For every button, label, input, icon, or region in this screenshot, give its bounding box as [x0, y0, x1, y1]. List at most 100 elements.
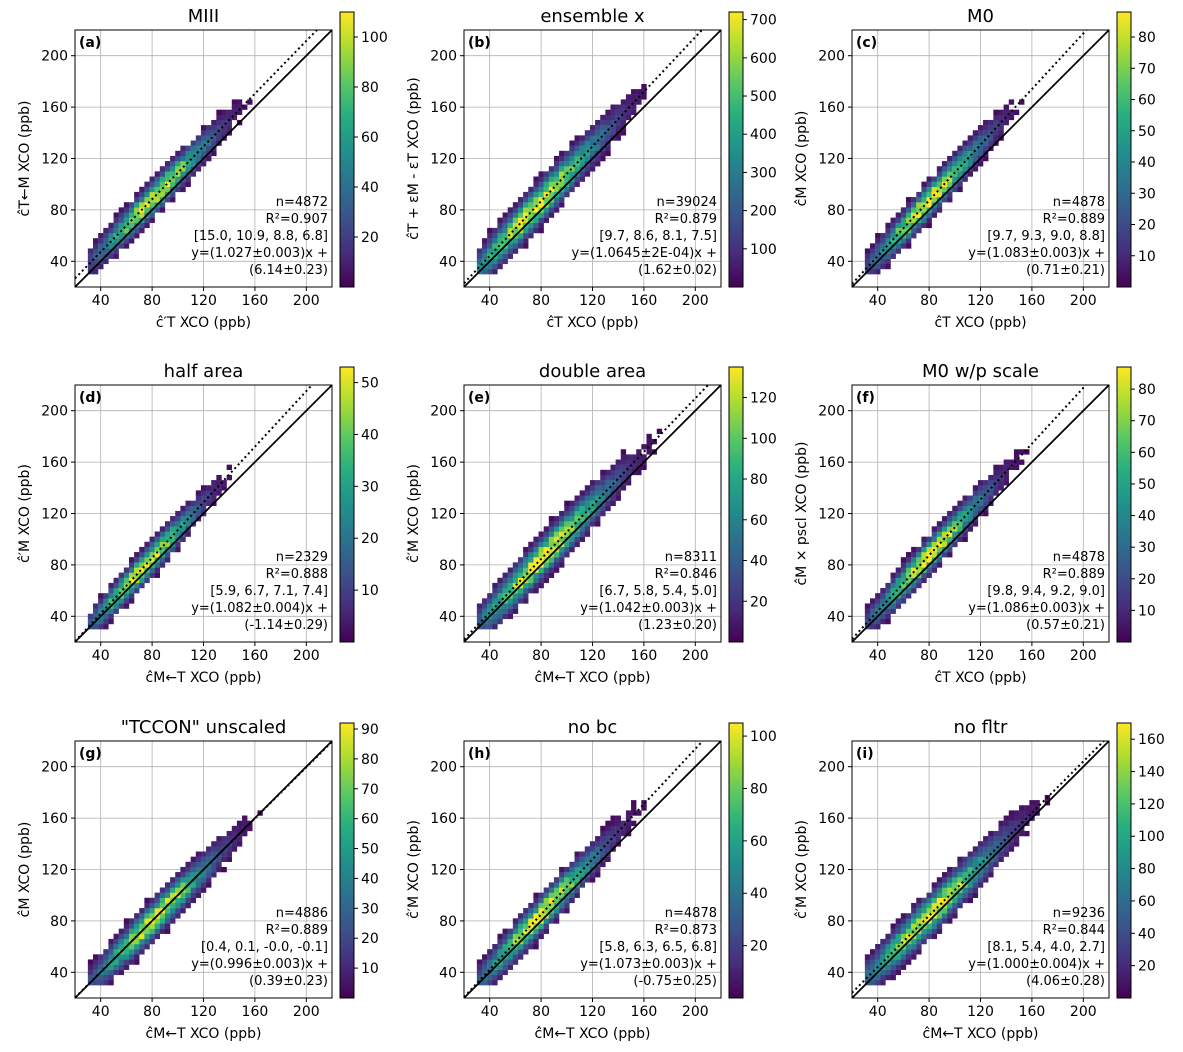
heatmap-cell — [144, 572, 150, 578]
heatmap-cell — [92, 258, 99, 265]
heatmap-cell — [569, 140, 575, 146]
colorbar — [1116, 366, 1132, 643]
heatmap-cell — [615, 469, 621, 476]
heatmap-cell — [620, 464, 627, 471]
heatmap-cell — [905, 238, 912, 244]
heatmap-cell — [108, 608, 114, 614]
heatmap-cell — [98, 598, 104, 604]
heatmap-cell — [926, 892, 932, 898]
heatmap-cell — [615, 820, 621, 827]
heatmap-cell — [584, 846, 591, 852]
heatmap-cell — [905, 552, 912, 558]
heatmap-cell — [139, 949, 145, 955]
heatmap-cell — [481, 608, 488, 614]
y-tick-label: 80 — [439, 558, 457, 574]
heatmap-cell — [200, 150, 207, 157]
heatmap-cell — [885, 613, 891, 620]
heatmap-cell — [195, 882, 202, 888]
heatmap-cell — [139, 567, 145, 573]
heatmap-cell — [128, 598, 135, 604]
heatmap-cell — [605, 469, 611, 476]
heatmap-cell — [98, 954, 104, 960]
heatmap-cell — [185, 510, 191, 517]
heatmap-cell — [190, 856, 196, 862]
heatmap-cell — [175, 531, 181, 537]
heatmap-cell — [1008, 815, 1015, 821]
heatmap-cell — [87, 613, 94, 620]
heatmap-cell — [574, 181, 580, 187]
stats-line: R²=0.846 — [655, 567, 717, 582]
heatmap-cell — [507, 572, 514, 578]
heatmap-cell — [487, 263, 493, 270]
heatmap-cell — [595, 521, 601, 527]
heatmap-cell — [476, 618, 483, 625]
heatmap-cell — [600, 510, 606, 517]
heatmap-cell — [926, 933, 932, 940]
heatmap-cell — [134, 959, 140, 965]
heatmap-cell — [175, 150, 181, 157]
heatmap-cell — [589, 140, 596, 146]
heatmap-cell — [517, 588, 524, 594]
heatmap-cell — [895, 217, 902, 223]
heatmap-cell — [548, 521, 555, 527]
heatmap-cell — [134, 918, 140, 924]
y-tick-label: 120 — [818, 152, 845, 168]
heatmap-cell — [123, 598, 130, 604]
heatmap-cell — [926, 212, 932, 218]
heatmap-cell — [528, 577, 534, 584]
heatmap-cell — [512, 243, 519, 249]
heatmap-cell — [926, 902, 932, 909]
heatmap-cell — [175, 897, 181, 904]
heatmap-cell — [206, 495, 212, 501]
heatmap-cell — [905, 212, 912, 218]
heatmap-cell — [118, 217, 125, 223]
heatmap-cell — [600, 485, 606, 491]
stats-line: n=4878 — [1053, 195, 1105, 210]
heatmap-cell — [538, 191, 544, 198]
heatmap-cell — [900, 913, 907, 919]
heatmap-cell — [615, 459, 621, 465]
heatmap-cell — [993, 469, 999, 476]
heatmap-cell — [610, 841, 616, 847]
heatmap-cell — [487, 238, 493, 244]
heatmap-cell — [118, 577, 125, 584]
heatmap-cell — [1013, 464, 1020, 471]
heatmap-cell — [170, 877, 176, 883]
heatmap-cell — [905, 944, 912, 950]
heatmap-cell — [605, 109, 611, 116]
heatmap-cell — [605, 135, 611, 141]
heatmap-cell — [543, 181, 550, 187]
heatmap-cell — [957, 882, 963, 888]
x-tick-label: 200 — [682, 1004, 709, 1020]
heatmap-cell — [502, 222, 508, 229]
heatmap-cell — [584, 856, 591, 862]
y-tick-label: 160 — [41, 100, 68, 116]
heatmap-cell — [972, 856, 979, 862]
heatmap-cell — [1008, 841, 1015, 847]
heatmap-cell — [108, 613, 114, 620]
heatmap-cell — [216, 861, 222, 868]
heatmap-cell — [226, 114, 232, 121]
heatmap-cell — [895, 923, 902, 929]
heatmap-cell — [128, 233, 135, 239]
heatmap-cell — [972, 140, 979, 146]
heatmap-cell — [206, 866, 212, 873]
heatmap-cell — [584, 510, 591, 517]
heatmap-cell — [164, 552, 171, 558]
heatmap-cell — [553, 197, 560, 203]
heatmap-cell — [900, 222, 907, 229]
heatmap-cell — [977, 130, 984, 136]
heatmap-cell — [118, 588, 125, 594]
heatmap-cell — [487, 603, 493, 609]
heatmap-cell — [1024, 830, 1030, 837]
heatmap-cell — [149, 908, 155, 914]
heatmap-cell — [533, 546, 539, 553]
y-axis-label: ĉM XCO (ppb) — [794, 111, 810, 207]
heatmap-cell — [221, 119, 227, 126]
panel-title: MIII — [188, 6, 219, 27]
heatmap-cell — [589, 516, 596, 522]
stats-line: R²=0.907 — [266, 212, 328, 227]
heatmap-cell — [905, 233, 912, 239]
